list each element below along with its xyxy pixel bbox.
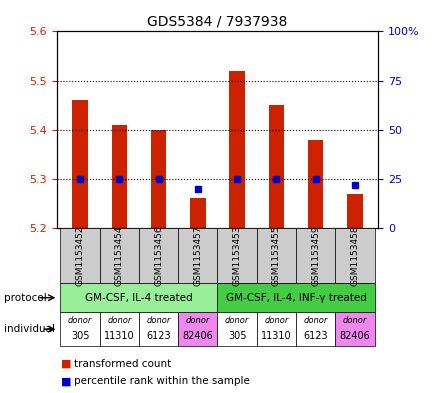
Bar (151, 130, 166, 228)
Text: 11310: 11310 (260, 331, 291, 341)
Text: 11310: 11310 (104, 331, 135, 341)
Text: 6123: 6123 (146, 331, 171, 341)
Text: 305: 305 (227, 331, 246, 341)
Text: donor: donor (68, 316, 92, 325)
Text: GSM1153458: GSM1153458 (350, 225, 358, 286)
Text: GSM1153459: GSM1153459 (310, 225, 319, 286)
Text: percentile rank within the sample: percentile rank within the sample (74, 376, 249, 386)
Text: individual: individual (4, 324, 55, 334)
Bar (307, 140, 323, 228)
Bar (190, 198, 205, 228)
Text: GSM1153455: GSM1153455 (271, 225, 280, 286)
Text: GSM1153452: GSM1153452 (76, 225, 84, 286)
Bar (111, 125, 127, 228)
Title: GDS5384 / 7937938: GDS5384 / 7937938 (147, 15, 287, 29)
Text: protocol: protocol (4, 293, 47, 303)
Text: donor: donor (146, 316, 171, 325)
Text: 6123: 6123 (302, 331, 327, 341)
Text: GM-CSF, IL-4, INF-γ treated: GM-CSF, IL-4, INF-γ treated (225, 293, 365, 303)
Text: 82406: 82406 (339, 331, 369, 341)
Text: 82406: 82406 (182, 331, 213, 341)
Text: donor: donor (107, 316, 131, 325)
Text: donor: donor (263, 316, 288, 325)
Text: GSM1153453: GSM1153453 (232, 225, 241, 286)
Text: GSM1153454: GSM1153454 (115, 225, 124, 286)
Text: 305: 305 (71, 331, 89, 341)
Bar (268, 105, 283, 228)
Bar (346, 194, 362, 228)
Text: ■: ■ (61, 358, 71, 369)
Text: donor: donor (185, 316, 210, 325)
Text: ■: ■ (61, 376, 71, 386)
Text: donor: donor (303, 316, 327, 325)
Text: GSM1153457: GSM1153457 (193, 225, 202, 286)
Text: GM-CSF, IL-4 treated: GM-CSF, IL-4 treated (85, 293, 192, 303)
Bar (72, 100, 88, 228)
Text: donor: donor (224, 316, 249, 325)
Text: GSM1153456: GSM1153456 (154, 225, 163, 286)
Text: transformed count: transformed count (74, 358, 171, 369)
Text: donor: donor (342, 316, 366, 325)
Bar (229, 71, 244, 228)
